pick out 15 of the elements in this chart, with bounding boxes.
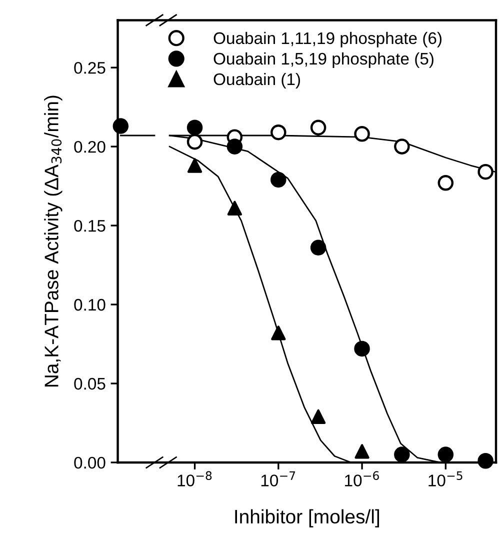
x-axis-title: Inhibitor [moles/l] <box>235 509 379 528</box>
y-tick-label: 0.00 <box>74 456 106 469</box>
legend-label: Ouabain 1,11,19 phosphate (6) <box>214 32 442 48</box>
x-tick-label: 10$^{−8}$ <box>178 471 212 486</box>
x-tick-label: 10$^{−5}$ <box>428 471 462 486</box>
y-tick-label: 0.10 <box>74 298 106 311</box>
y-tick-label: 0.25 <box>74 62 106 74</box>
x-tick-label: 10$^{−7}$ <box>261 471 296 486</box>
y-axis-title: Na,K-ATPase Activity (ΔA$_{340}$/min) <box>44 96 62 387</box>
y-tick-label: 0.05 <box>74 378 106 390</box>
y-tick-label: 0.20 <box>74 140 106 153</box>
legend-label: Ouabain 1,5,19 phosphate (5) <box>214 52 434 68</box>
y-tick-label: 0.15 <box>74 220 106 232</box>
x-tick-label: 10$^{−6}$ <box>345 471 379 486</box>
legend-label: Ouabain (1) <box>214 72 300 88</box>
